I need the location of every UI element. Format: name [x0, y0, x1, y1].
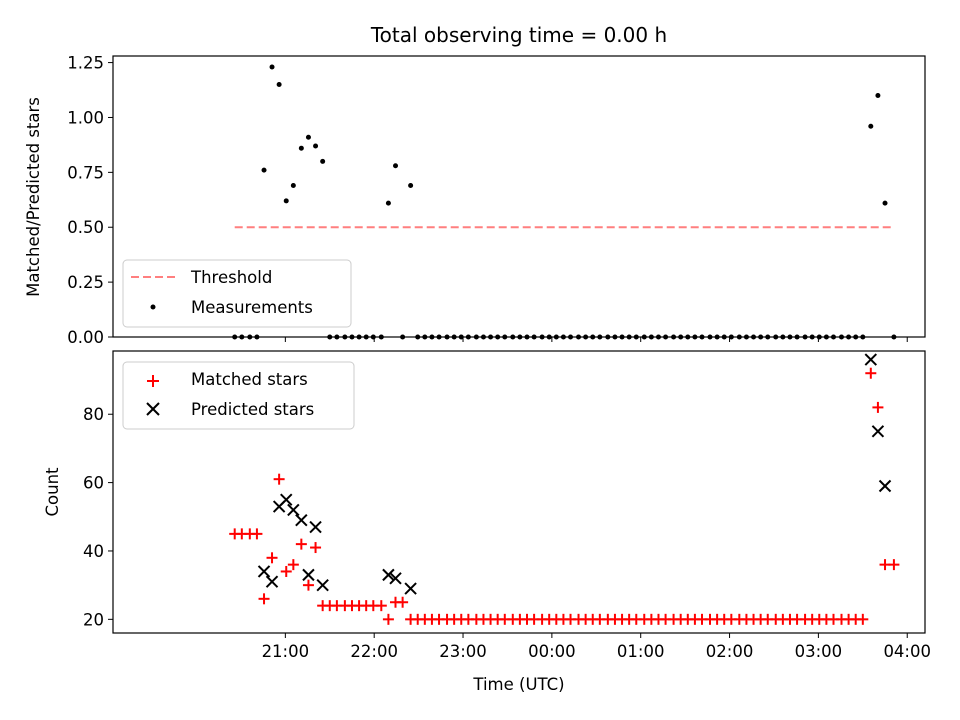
top-legend: Threshold Measurements	[122, 259, 352, 328]
predicted-star-point	[309, 520, 322, 534]
top-y-tick-label: 0.75	[67, 163, 104, 182]
legend-matched-swatch	[147, 375, 159, 387]
x-tick-label: 04:00	[883, 642, 931, 661]
measurement-point	[313, 143, 319, 149]
predicted-star-point	[295, 513, 308, 527]
matched-star-point	[397, 596, 409, 608]
measurement-point	[393, 163, 399, 169]
predicted-star-point	[280, 493, 293, 506]
bottom-plot-frame	[112, 350, 926, 634]
measurement-point	[298, 145, 304, 151]
predicted-star-point	[316, 578, 329, 592]
top-plot-frame	[112, 55, 926, 338]
legend-predicted-swatch	[146, 402, 160, 416]
top-y-tick-label: 1.25	[67, 54, 104, 73]
predicted-star-point	[404, 582, 417, 595]
matched-star-point	[280, 565, 292, 577]
measurement-point	[290, 183, 296, 189]
bottom-y-tick-label: 60	[83, 474, 104, 493]
matched-star-point	[857, 613, 869, 625]
top-y-tick-label: 0.25	[67, 273, 104, 292]
top-y-ticks: 0.00 0.25 0.50 0.75 1.00 1.25	[67, 54, 113, 347]
predicted-star-point	[382, 568, 395, 582]
matched-star-point	[295, 538, 307, 550]
bottom-legend-box	[122, 361, 355, 430]
bottom-legend: Matched stars Predicted stars	[122, 361, 355, 430]
top-y-axis-label: Matched/Predicted stars	[24, 97, 43, 297]
measurement-point	[276, 82, 282, 88]
predicted-star-point	[302, 568, 315, 582]
matched-star-point	[888, 559, 900, 571]
x-tick-label: 03:00	[795, 642, 843, 661]
predicted-star-point	[864, 353, 878, 366]
measurement-point	[868, 123, 874, 129]
predicted-star-point	[389, 572, 402, 585]
x-axis-label: Time (UTC)	[472, 675, 564, 694]
bottom-y-axis-label: Count	[43, 467, 62, 517]
x-tick-label: 00:00	[528, 642, 576, 661]
top-legend-box	[122, 259, 352, 328]
predicted-star-point	[257, 565, 271, 578]
matched-stars-points	[229, 367, 900, 625]
bottom-panel: Count Time (UTC) 20 40 60 80 21:00 22:00 23:0…	[43, 350, 931, 694]
matched-star-point	[872, 401, 884, 413]
bottom-y-tick-label: 20	[83, 610, 104, 629]
bottom-x-ticks: 21:00 22:00 23:00 00:00 01:00 02:00 03:00 04:00	[262, 633, 931, 661]
x-tick-label: 02:00	[706, 642, 754, 661]
bottom-y-tick-label: 40	[83, 542, 104, 561]
measurement-point	[882, 200, 888, 206]
matched-star-point	[310, 542, 322, 554]
matched-star-point	[251, 528, 263, 540]
top-panel: Total observing time = 0.00 h Matched/Pr…	[24, 23, 926, 347]
x-tick-label: 01:00	[617, 642, 665, 661]
measurement-point	[269, 64, 275, 70]
bottom-y-tick-label: 80	[83, 405, 104, 424]
predicted-stars-points	[257, 353, 892, 595]
legend-measurements-swatch	[150, 304, 156, 310]
predicted-star-point	[871, 425, 885, 438]
x-tick-label: 23:00	[439, 642, 487, 661]
top-y-tick-label: 1.00	[67, 108, 104, 127]
matched-star-point	[375, 600, 387, 612]
x-tick-label: 22:00	[350, 642, 398, 661]
legend-measurements-label: Measurements	[191, 298, 313, 317]
measurement-point	[385, 200, 391, 206]
measurement-point	[283, 198, 289, 204]
top-y-tick-label: 0.00	[67, 328, 104, 347]
legend-predicted-label: Predicted stars	[191, 400, 314, 419]
measurement-point	[305, 134, 311, 140]
chart-title: Total observing time = 0.00 h	[370, 23, 667, 47]
measurement-point	[875, 93, 881, 99]
matched-star-point	[382, 613, 394, 625]
legend-threshold-label: Threshold	[190, 268, 272, 287]
top-y-tick-label: 0.50	[67, 218, 104, 237]
measurement-point	[261, 167, 267, 173]
predicted-star-point	[265, 575, 279, 588]
matched-star-point	[865, 367, 877, 379]
legend-matched-label: Matched stars	[191, 370, 308, 389]
matched-star-point	[266, 552, 278, 564]
matched-star-point	[273, 473, 285, 485]
matched-star-point	[302, 579, 314, 591]
matched-star-point	[258, 593, 270, 605]
bottom-y-ticks: 20 40 60 80	[83, 405, 113, 629]
matched-star-point	[287, 559, 299, 571]
predicted-star-point	[878, 479, 892, 493]
x-tick-label: 21:00	[262, 642, 310, 661]
measurement-point	[408, 183, 414, 189]
measurement-point	[320, 158, 326, 164]
predicted-star-point	[287, 503, 300, 517]
